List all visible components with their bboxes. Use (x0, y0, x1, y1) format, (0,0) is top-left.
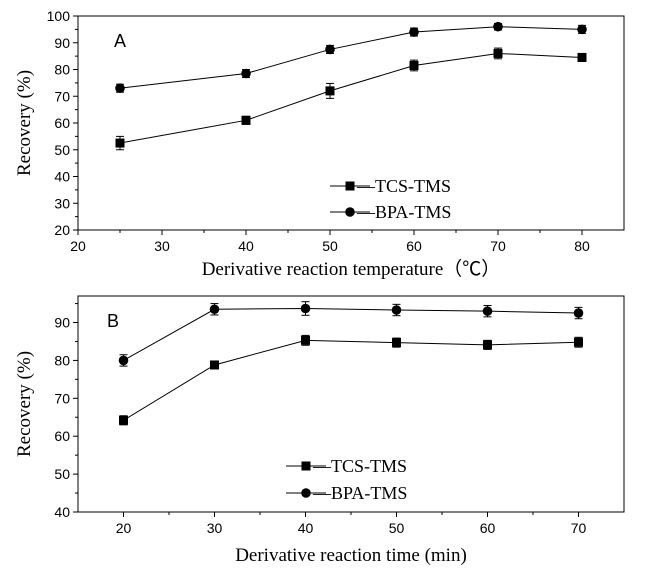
plot-frame (77, 295, 625, 513)
x-tick-label: 50 (322, 238, 338, 254)
data-point (493, 48, 503, 58)
y-axis-title: Recovery (%) (14, 70, 35, 176)
data-point (573, 308, 584, 318)
data-point (483, 340, 492, 350)
series-line (119, 26, 583, 89)
series-line (123, 339, 579, 421)
legend-series-name: TCS-TMS (331, 456, 407, 476)
data-point (301, 335, 310, 345)
series-line (123, 308, 579, 361)
legend-dash: — (356, 176, 376, 196)
legend-label: —TCS-TMS (312, 456, 407, 476)
data-point (391, 305, 402, 315)
data-point (325, 44, 335, 55)
y-tick-label: 70 (54, 390, 70, 406)
x-axis-title: Derivative reaction temperature（℃） (202, 258, 501, 280)
series-bpa-tms (118, 301, 584, 367)
y-tick-label: 90 (54, 315, 70, 331)
x-tick-label: 80 (574, 238, 590, 254)
y-tick-label: 50 (54, 466, 70, 482)
legend-series-name: TCS-TMS (375, 176, 451, 196)
data-point (482, 306, 493, 316)
x-tick-label: 20 (70, 238, 86, 254)
series-line (119, 52, 583, 144)
legend-marker (345, 181, 355, 191)
data-point (577, 52, 587, 62)
x-tick-label: 40 (298, 520, 314, 536)
legend-series-name: BPA-TMS (375, 202, 451, 222)
y-tick-label: 50 (54, 142, 70, 158)
legend-label: —TCS-TMS (356, 176, 451, 196)
data-point (577, 24, 587, 35)
data-point (300, 303, 311, 314)
panel-label: B (107, 311, 119, 331)
data-point (325, 86, 335, 96)
y-tick-label: 30 (54, 195, 70, 211)
x-tick-label: 30 (207, 520, 223, 536)
data-point (115, 138, 125, 148)
legend-series-name: BPA-TMS (331, 483, 407, 503)
y-tick-label: 80 (54, 352, 70, 368)
x-tick-label: 60 (406, 238, 422, 254)
plot-frame (77, 15, 625, 231)
x-tick-label: 60 (480, 520, 496, 536)
series-tcs-tms (119, 334, 583, 426)
series-tcs-tms (115, 47, 587, 151)
data-point (409, 27, 419, 37)
y-tick-label: 60 (54, 115, 70, 131)
x-tick-label: 70 (571, 520, 587, 536)
panel-b-chart: 20 30 40 50 60 70 40 50 60 70 80 90 Derivative react… (14, 295, 625, 566)
x-axis-title: Derivative reaction time (min) (235, 545, 467, 566)
x-tick-label: 20 (116, 520, 132, 536)
y-tick-label: 90 (54, 35, 70, 51)
legend-dash: — (312, 456, 332, 476)
data-point (574, 337, 583, 347)
data-point (118, 355, 129, 366)
legend: —TCS-TMS—BPA-TMS (286, 456, 407, 503)
legend-marker (345, 207, 355, 217)
x-tick-label: 50 (389, 520, 405, 536)
data-point (493, 21, 503, 32)
x-tick-label: 70 (490, 238, 506, 254)
y-axis-title: Recovery (%) (14, 351, 35, 457)
legend-dash: — (312, 483, 332, 503)
y-tick-label: 40 (54, 169, 70, 185)
y-tick-label: 20 (54, 222, 70, 238)
y-tick-label: 40 (54, 504, 70, 520)
data-point (241, 115, 251, 125)
data-point (241, 68, 251, 79)
x-tick-label: 30 (154, 238, 170, 254)
data-point (210, 360, 219, 370)
legend-marker (301, 488, 311, 498)
series-bpa-tms (115, 21, 587, 94)
legend: —TCS-TMS—BPA-TMS (330, 176, 451, 222)
panel-a-chart: 20 30 40 50 60 70 80 20 30 40 50 60 70 80 90 100 Derivat… (14, 8, 625, 280)
y-tick-label: 80 (54, 62, 70, 78)
data-point (119, 415, 128, 425)
y-tick-label: 100 (47, 8, 71, 24)
data-point (392, 338, 401, 348)
x-tick-label: 40 (238, 238, 254, 254)
data-point (115, 83, 125, 94)
y-tick-label: 70 (54, 88, 70, 104)
y-tick-label: 60 (54, 428, 70, 444)
legend-label: —BPA-TMS (312, 483, 407, 503)
legend-label: —BPA-TMS (356, 202, 451, 222)
data-point (209, 304, 220, 315)
data-point (409, 60, 419, 70)
panel-label: A (114, 31, 126, 51)
legend-dash: — (356, 202, 376, 222)
legend-marker (301, 461, 311, 471)
